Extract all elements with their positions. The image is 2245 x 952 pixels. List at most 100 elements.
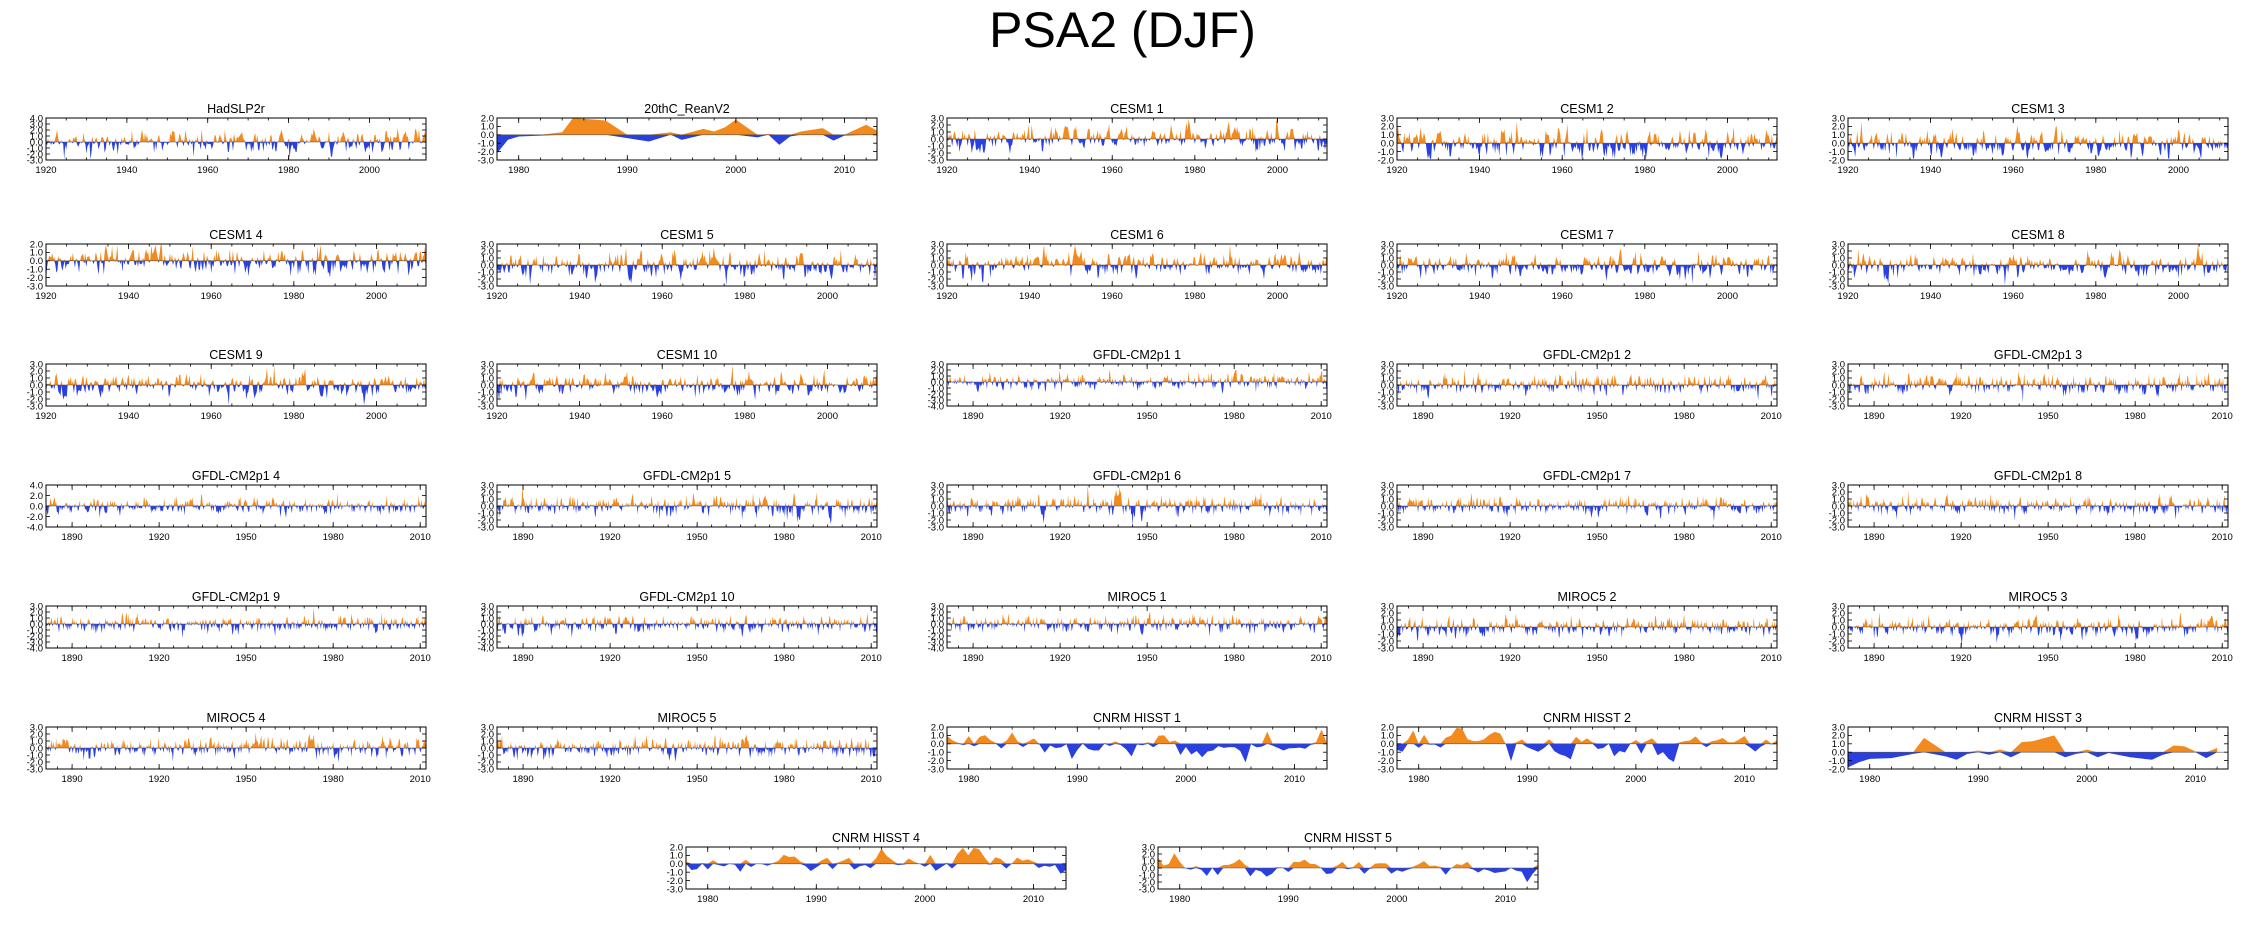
y-tick-label: -2.0 <box>478 394 494 405</box>
x-tick-label: 1940 <box>1920 165 1941 176</box>
panel-24: MIROC5 3 -3.0-2.0-1.00.01.02.03.0 1890 1920… <box>1829 590 2233 664</box>
x-tick-label: 1890 <box>963 653 984 664</box>
x-tick-label: 1920 <box>486 411 507 422</box>
positive-area <box>1848 735 2218 753</box>
positive-area <box>1848 121 2228 144</box>
x-tick-label: 1920 <box>149 774 170 785</box>
negative-area <box>497 506 877 524</box>
panel-frame <box>946 726 1328 770</box>
y-tick-label: -2.0 <box>1829 394 1845 405</box>
x-tick-label: 1920 <box>1837 165 1858 176</box>
y-tick-label: 2.0 <box>1832 366 1845 377</box>
y-tick-label: 1.0 <box>670 851 683 862</box>
y-tick-label: -1.0 <box>478 508 494 519</box>
negative-area <box>46 142 426 160</box>
y-tick-label: 0.0 <box>931 260 944 271</box>
y-tick-label: 3.0 <box>481 722 494 733</box>
y-tick-label: 1.0 <box>1832 373 1845 384</box>
x-tick-label: 1980 <box>774 774 795 785</box>
x-tick-label: 1980 <box>1674 653 1695 664</box>
panel-29: CNRM HISST 3 -2.0-1.00.01.02.03.0 1980 1990… <box>1829 711 2229 785</box>
x-tick-label: 1980 <box>508 165 529 176</box>
y-tick-label: -1.0 <box>1829 147 1845 158</box>
y-tick-label: 1.0 <box>1381 494 1394 505</box>
y-tick-label: 0.0 <box>1832 139 1845 150</box>
x-tick-label: 1920 <box>936 165 957 176</box>
y-tick-label: 2.0 <box>1832 608 1845 619</box>
x-tick-label: 2010 <box>1311 653 1332 664</box>
x-tick-label: 2010 <box>1311 532 1332 543</box>
y-tick-label: 1.0 <box>1142 856 1155 867</box>
y-tick-label: -2.0 <box>1829 515 1845 526</box>
negative-area <box>1397 627 1777 642</box>
x-tick-label: 1960 <box>1102 291 1123 302</box>
y-tick-label: -4.0 <box>928 643 944 654</box>
y-tick-label: 2.0 <box>481 113 494 124</box>
y-tick-label: 2.0 <box>30 491 43 502</box>
x-tick-label: 1980 <box>697 894 718 905</box>
y-tick-label: -1.0 <box>1378 147 1394 158</box>
y-tick-label: 2.0 <box>931 487 944 498</box>
x-tick-label: 2000 <box>2076 774 2097 785</box>
y-tick-label: 0.0 <box>1381 501 1394 512</box>
negative-area <box>1848 627 2228 647</box>
x-tick-label: 1980 <box>1224 532 1245 543</box>
x-tick-label: 1980 <box>958 774 979 785</box>
y-tick-label: 2.0 <box>670 842 683 853</box>
x-tick-label: 1990 <box>617 165 638 176</box>
y-tick-label: -3.0 <box>928 637 944 648</box>
panel-6: CESM1 5 -3.0-2.0-1.00.01.02.03.0 1920 1940 1… <box>478 228 878 302</box>
negative-area <box>497 265 877 286</box>
y-tick-label: -3.0 <box>1139 884 1155 895</box>
y-tick-label: 2.0 <box>481 366 494 377</box>
y-tick-label: -2.0 <box>1378 636 1394 647</box>
negative-area <box>1397 743 1777 762</box>
x-tick-label: 1960 <box>2003 291 2024 302</box>
panel-title: CESM1 2 <box>1560 102 1614 116</box>
y-tick-label: -1.0 <box>27 625 43 636</box>
y-tick-label: 0.0 <box>30 137 43 148</box>
positive-area <box>947 485 1327 506</box>
positive-area <box>1397 249 1777 265</box>
panel-title: 20thC_ReanV2 <box>644 102 730 116</box>
x-tick-label: 1890 <box>62 653 83 664</box>
x-tick-label: 1980 <box>774 653 795 664</box>
x-tick-label: 1920 <box>1500 411 1521 422</box>
y-tick-label: 0.0 <box>30 256 43 267</box>
y-tick-label: 4.0 <box>30 480 43 491</box>
y-tick-label: 3.0 <box>481 239 494 250</box>
x-tick-label: 1990 <box>806 894 827 905</box>
x-tick-label: 1920 <box>936 291 957 302</box>
y-tick-label: 3.0 <box>931 359 944 370</box>
y-tick-label: 0.0 <box>670 859 683 870</box>
x-tick-label: 1920 <box>35 165 56 176</box>
panel-title: GFDL-CM2p1 3 <box>1994 348 2082 362</box>
x-tick-label: 2010 <box>410 774 431 785</box>
y-tick-label: 1.0 <box>481 613 494 624</box>
panel-18: GFDL-CM2p1 7 -3.0-2.0-1.00.01.02.03.0 1890… <box>1378 469 1782 543</box>
x-tick-label: 1940 <box>1469 165 1490 176</box>
x-tick-label: 1950 <box>236 532 257 543</box>
y-tick-label: -3.0 <box>928 155 944 166</box>
panel-5: CESM1 4 -3.0-2.0-1.00.01.02.0 1920 1940 1960… <box>27 228 427 302</box>
x-tick-label: 1920 <box>1951 411 1972 422</box>
positive-area <box>497 364 877 385</box>
y-tick-label: 0.0 <box>1381 139 1394 150</box>
y-tick-label: -4.0 <box>928 401 944 412</box>
y-tick-label: -3.0 <box>928 522 944 533</box>
x-tick-label: 2010 <box>2212 411 2233 422</box>
x-tick-label: 2010 <box>861 774 882 785</box>
x-tick-label: 2010 <box>2212 532 2233 543</box>
y-tick-label: -2.0 <box>928 631 944 642</box>
x-tick-label: 1960 <box>652 411 673 422</box>
panel-title: MIROC5 2 <box>1557 590 1616 604</box>
negative-area <box>947 506 1327 527</box>
y-tick-label: -2.0 <box>27 394 43 405</box>
panel-frame <box>45 605 427 649</box>
x-tick-label: 2000 <box>1267 165 1288 176</box>
panel-title: GFDL-CM2p1 5 <box>643 469 731 483</box>
x-tick-label: 1920 <box>35 411 56 422</box>
y-tick-label: 3.0 <box>1832 239 1845 250</box>
positive-area <box>46 365 426 385</box>
positive-area <box>1848 611 2228 627</box>
